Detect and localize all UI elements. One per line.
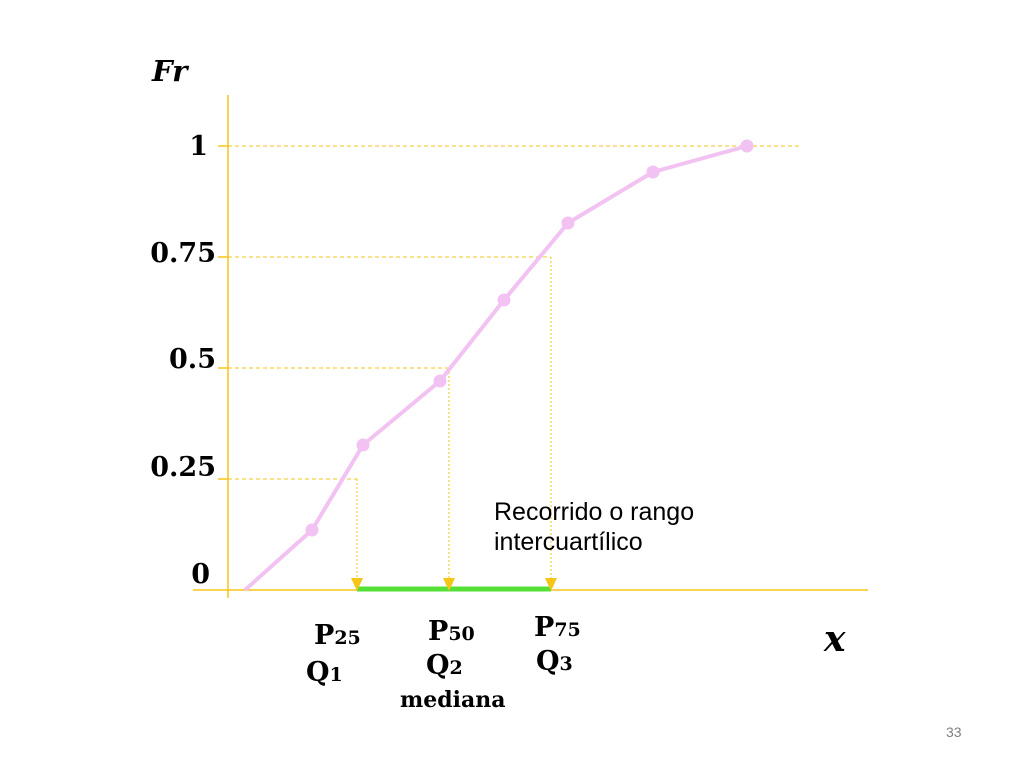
arrow-p50 (443, 578, 455, 591)
percentile-label-p75: P75 (534, 612, 581, 643)
data-point-7 (740, 139, 754, 153)
data-point-4 (497, 293, 511, 307)
quartile-label-q2: Q2 (426, 650, 463, 681)
gridlines (228, 145, 800, 582)
y-tick-label-0.25: 0.25 (150, 452, 216, 483)
quartile-label-q1: Q1 (306, 657, 343, 688)
x-axis-title: x (824, 618, 846, 660)
iqr-annotation: Recorrido o rango intercuartílico (494, 498, 695, 556)
data-point-6 (646, 165, 660, 179)
iqr-bar-group (351, 578, 557, 592)
y-tick-label-0: 0 (191, 559, 210, 590)
arrow-p75 (545, 578, 557, 591)
y-axis-title: Fr (152, 54, 188, 88)
data-point-5 (561, 216, 575, 230)
data-point-3 (433, 374, 447, 388)
arrow-p25 (351, 578, 363, 591)
quartile-label-q3: Q3 (536, 646, 573, 677)
ogive-line (243, 144, 748, 592)
data-point-1 (305, 523, 319, 537)
ogive-curve-group (243, 139, 754, 592)
y-tick-label-1: 1 (189, 131, 208, 162)
y-tick-label-0.5: 0.5 (169, 344, 216, 375)
percentile-label-p50: P50 (428, 616, 475, 647)
data-point-2 (356, 438, 370, 452)
percentile-label-p25: P25 (314, 620, 361, 651)
median-label: mediana (400, 687, 506, 713)
y-tick-label-0.75: 0.75 (150, 238, 216, 269)
slide-number: 33 (946, 724, 962, 740)
